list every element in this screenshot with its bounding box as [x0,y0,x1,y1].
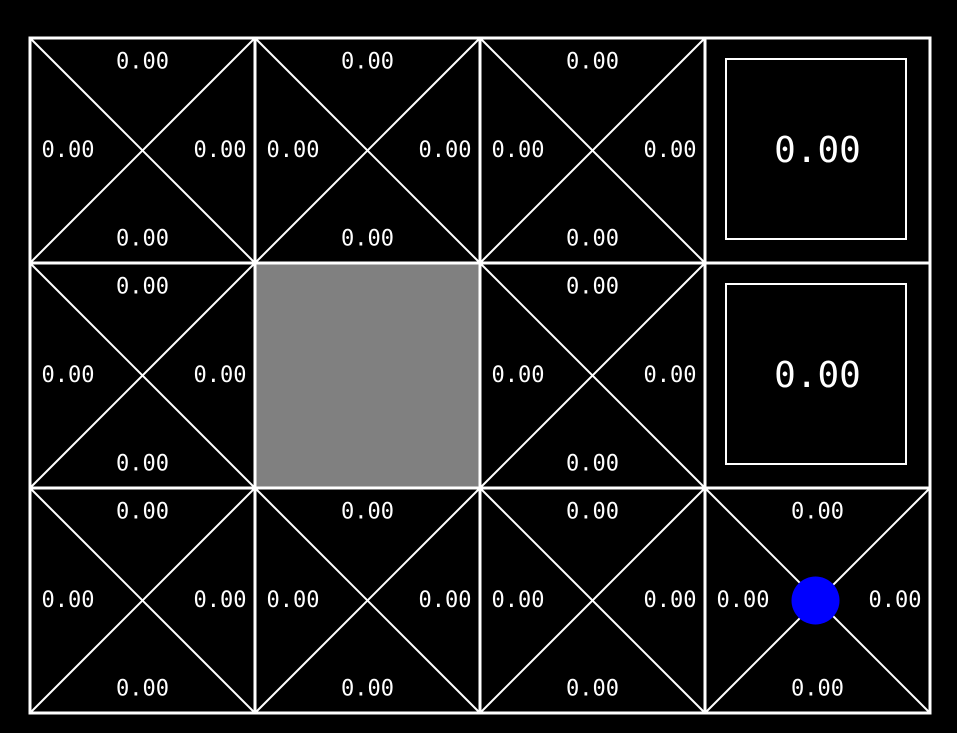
cell-r0-c3-value: 0.00 [774,130,861,171]
agent-marker [791,576,840,625]
cell-r0-c1-q-up: 0.00 [341,50,394,75]
cell-r2-c1-q-right: 0.00 [419,588,472,613]
cell-r0-c2-q-up: 0.00 [566,50,619,75]
cell-r2-c0-q-up: 0.00 [116,500,169,525]
cell-r0-c2-q-down: 0.00 [566,227,619,252]
cell-r0-c1-q-left: 0.00 [267,138,320,163]
cell-r2-c2-q-down: 0.00 [566,677,619,702]
cell-r0-c3-terminal-box [725,58,907,240]
cell-r1-c2-diagonal-b [479,262,706,489]
cell-r1-c0-q-right: 0.00 [194,363,247,388]
cell-r0-c2-diagonal-b [479,37,706,264]
cell-r2-c2-q-right: 0.00 [644,588,697,613]
cell-r0-c1-diagonal-b [254,37,481,264]
cell-r2-c3-q-left: 0.00 [717,588,770,613]
cell-r1-c3-value: 0.00 [774,355,861,396]
cell-r1-c2-q-left: 0.00 [492,363,545,388]
cell-r1-c2-q-up: 0.00 [566,275,619,300]
cell-r0-c0-q-right: 0.00 [194,138,247,163]
cell-r1-c3-terminal-box [725,283,907,465]
cell-r0-c2-q-left: 0.00 [492,138,545,163]
cell-r1-c0-q-left: 0.00 [42,363,95,388]
cell-r0-c0-q-left: 0.00 [42,138,95,163]
cell-r0-c0-diagonal-b [29,37,256,264]
cell-r1-c2-q-right: 0.00 [644,363,697,388]
cell-r2-c3-q-down: 0.00 [791,677,844,702]
cell-r0-c0-q-down: 0.00 [116,227,169,252]
cell-r2-c0-q-right: 0.00 [194,588,247,613]
cell-r2-c2-q-up: 0.00 [566,500,619,525]
cell-r2-c0-q-left: 0.00 [42,588,95,613]
cell-r0-c1-q-down: 0.00 [341,227,394,252]
cell-r2-c2-diagonal-b [479,487,706,714]
cell-r1-c0-q-up: 0.00 [116,275,169,300]
cell-r0-c1-q-right: 0.00 [419,138,472,163]
cell-r2-c0-diagonal-b [29,487,256,714]
cell-r2-c1-q-down: 0.00 [341,677,394,702]
cell-r2-c3-q-up: 0.00 [791,500,844,525]
cell-r2-c2-q-left: 0.00 [492,588,545,613]
cell-r2-c0-q-down: 0.00 [116,677,169,702]
cell-r0-c2-q-right: 0.00 [644,138,697,163]
cell-r1-c3[interactable] [703,261,932,490]
cell-r0-c3[interactable] [703,36,932,265]
cell-r1-c2-q-down: 0.00 [566,452,619,477]
cell-r0-c0-q-up: 0.00 [116,50,169,75]
cell-r2-c1-diagonal-b [254,487,481,714]
cell-r2-c3-q-right: 0.00 [869,588,922,613]
cell-r1-c0-q-down: 0.00 [116,452,169,477]
cell-r1-c1-wall [253,261,482,490]
cell-r2-c1-q-up: 0.00 [341,500,394,525]
cell-r2-c1-q-left: 0.00 [267,588,320,613]
cell-r1-c0-diagonal-b [29,262,256,489]
